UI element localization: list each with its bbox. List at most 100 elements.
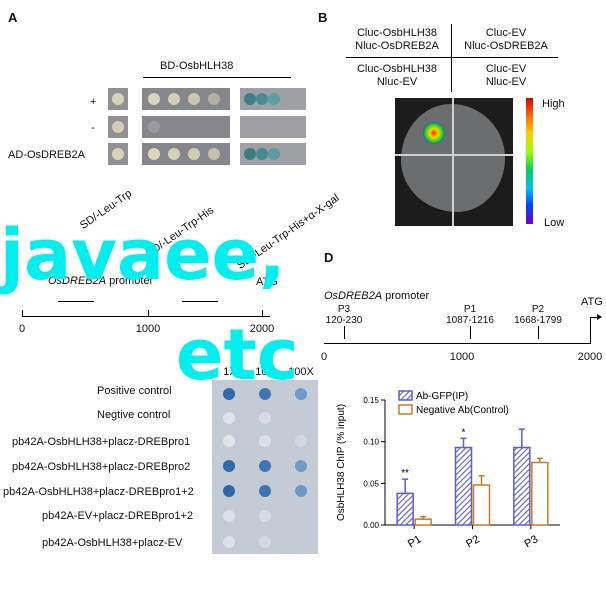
c-tick-2000: [262, 310, 263, 317]
cell-bottom-right: Cluc-EV Nluc-EV: [485, 63, 527, 88]
colony-spot: [256, 93, 268, 105]
y-axis-title: OsbHLH38 ChIP (% input): [336, 404, 347, 521]
c-axis-1000: 1000: [135, 323, 161, 335]
colony-spot: [168, 148, 180, 160]
legend-label: Ab-GFP(IP): [416, 391, 468, 402]
y1h-spot: [259, 412, 271, 424]
panel-label-c: C: [8, 250, 18, 265]
d-axis-2000: 2000: [577, 351, 603, 363]
c-tick-0: [22, 310, 23, 317]
colony-spot: [188, 93, 200, 105]
c-tick-1000: [148, 310, 149, 317]
y-tick-label: 0.00: [363, 521, 379, 530]
d-tss-arrow-stem: [590, 317, 598, 318]
row-label-minus: -: [91, 122, 95, 134]
bar-p1-s0: [396, 492, 414, 526]
cell-top-left: Cluc-OsbHLH38 Nluc-OsDREB2A: [355, 27, 439, 52]
y1h-row-2: pb42A-OsbHLH38+placz-DREBpro1: [12, 436, 191, 448]
d-tss-arrow-head: [597, 314, 602, 320]
colony-spot: [112, 121, 124, 133]
y-tick-label: 0.05: [363, 479, 379, 488]
colony-spot: [268, 93, 280, 105]
cell-divider-v: [451, 24, 452, 92]
y1h-row-1: Negtive control: [97, 409, 171, 421]
panel-label-a: A: [8, 10, 18, 25]
colony-spot: [112, 148, 124, 160]
y1h-spot: [259, 435, 271, 447]
d-atg-label: ATG: [581, 296, 603, 308]
plate-xgal-r3: [240, 143, 306, 165]
y1h-row-4: pb42A-OsbHLH38+placz-DREBpro1+2: [3, 486, 194, 498]
legend-swatch: [398, 404, 413, 415]
site-p1: P1 1087-1216: [446, 304, 494, 326]
plate-sd-lt-r3: [108, 143, 128, 165]
row-label-plus: +: [90, 96, 97, 108]
y-tick-label: 0.10: [363, 438, 379, 447]
y1h-spot: [259, 460, 271, 472]
y1h-spot: [223, 536, 235, 548]
c-promoter-suffix: promoter: [106, 275, 154, 287]
chart-axes: [381, 399, 560, 529]
cell-top-right: Cluc-EV Nluc-OsDREB2A: [464, 27, 548, 52]
x-tick-label: P2: [464, 533, 482, 550]
scale-high: High: [542, 98, 565, 110]
colony-spot: [208, 93, 220, 105]
overlay-text-line2: etc: [176, 314, 299, 396]
cell-divider-h: [346, 57, 558, 58]
chip-chart: 0.00 0.05 0.10 0.15 OsbHLH38 ChIP (% input) *…: [336, 390, 560, 550]
bar-p2-s1: [472, 484, 491, 526]
c-region-arrow-2: [182, 301, 218, 302]
d-promoter-suffix: promoter: [382, 290, 430, 302]
bd-underline: [143, 77, 291, 78]
luminescence-signal: [423, 122, 445, 144]
site-p1-arrow: [470, 326, 471, 339]
site-p2-name: P2: [531, 304, 545, 315]
c-axis-2000: 2000: [249, 323, 275, 335]
colony-spot: [148, 93, 160, 105]
c-promoter-gene: OsDREB2A: [48, 275, 107, 287]
leaf-divider-h: [395, 154, 513, 156]
legend-swatch: [398, 390, 413, 401]
site-p3: P3 120-230: [326, 304, 363, 326]
site-p2: P2 1668-1799: [514, 304, 562, 326]
site-p3-arrow: [344, 326, 345, 339]
y1h-spot: [259, 536, 271, 548]
site-p1-name: P1: [463, 304, 477, 315]
y1h-row-0: Positive control: [97, 385, 172, 397]
chart-legend: Ab-GFP(IP) Negative Ab(Control): [398, 390, 509, 416]
bar-p3-s0: [513, 446, 531, 526]
chart-bars: [396, 428, 549, 526]
d-promoter-line: [324, 343, 591, 344]
y1h-spot: [295, 435, 307, 447]
colony-spot: [244, 93, 256, 105]
colony-spot: [208, 148, 220, 160]
y1h-spot: [223, 388, 235, 400]
colony-spot: [148, 121, 160, 133]
panel-label-d: D: [324, 250, 334, 265]
leaf-divider-v: [452, 98, 454, 226]
dilution-100x: 100X: [288, 366, 314, 378]
colony-spot: [148, 148, 160, 160]
y1h-spot: [259, 510, 271, 522]
d-axis-1000: 1000: [449, 351, 475, 363]
colony-spot: [188, 148, 200, 160]
y1h-row-5: pb42A-EV+placz-DREBpro1+2: [42, 510, 194, 522]
colony-spot: [268, 148, 280, 160]
y1h-spot: [223, 412, 235, 424]
chart-labels: 0.00 0.05 0.10 0.15 OsbHLH38 ChIP (% input) *…: [336, 396, 540, 550]
plate-sd-lth-r3: [142, 143, 230, 165]
c-region-arrow-1: [58, 301, 94, 302]
c-promoter-line: [22, 316, 270, 317]
site-p2-arrow: [538, 326, 539, 339]
y1h-plate: [212, 380, 318, 554]
site-p3-range: 120-230: [325, 315, 363, 326]
d-axis-0: 0: [320, 351, 328, 363]
d-tss-line: [590, 317, 591, 343]
y1h-spot: [295, 460, 307, 472]
scale-low: Low: [544, 217, 565, 229]
cell-bottom-left: Cluc-OsbHLH38 Nluc-EV: [356, 63, 438, 88]
plate-sd-lt-r2: [108, 116, 128, 138]
c-promoter-label: OsDREB2A promoter: [48, 275, 153, 287]
dilution-1x: 1X: [223, 366, 237, 378]
plate-sd-lth-r2: [142, 116, 230, 138]
